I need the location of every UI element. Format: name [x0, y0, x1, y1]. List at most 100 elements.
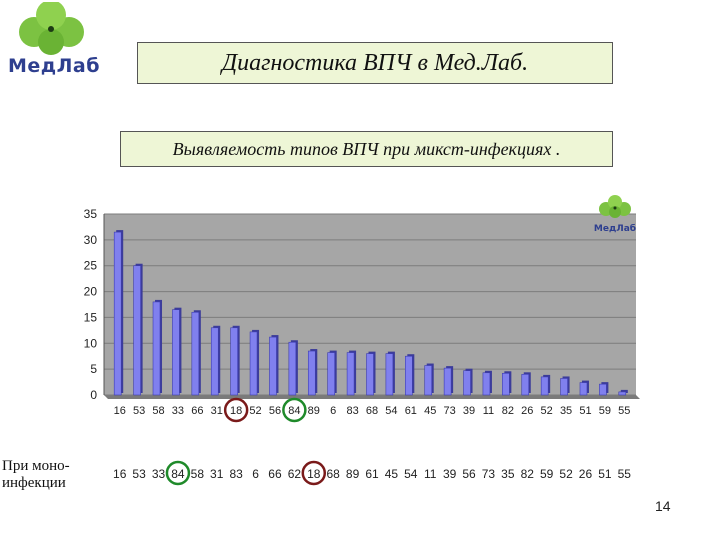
highlight-circle	[223, 397, 249, 423]
mono-value: 18	[307, 467, 321, 481]
bar	[191, 311, 200, 396]
bar	[599, 383, 607, 396]
x-tick-label: 89	[308, 405, 320, 417]
y-tick-label: 20	[84, 285, 98, 299]
x-tick-label: 51	[579, 405, 591, 417]
x-tick-label: 83	[346, 405, 358, 417]
mono-value: 56	[462, 467, 476, 481]
mono-value: 58	[191, 467, 205, 481]
bar	[463, 370, 471, 396]
bar	[210, 327, 219, 396]
bar	[579, 382, 588, 396]
highlight-circle	[301, 460, 327, 486]
bar	[269, 336, 277, 396]
x-tick-label: 39	[463, 405, 475, 417]
medlab-logo	[19, 2, 84, 55]
mono-value: 16	[113, 467, 127, 481]
mono-value: 68	[327, 467, 341, 481]
x-tick-label: 33	[172, 405, 184, 417]
mono-value: 61	[365, 467, 379, 481]
x-tick-label: 58	[152, 405, 164, 417]
y-tick-label: 30	[84, 233, 98, 247]
mono-value: 59	[540, 467, 554, 481]
y-tick-label: 25	[84, 259, 98, 273]
x-tick-label: 82	[502, 405, 514, 417]
logo-text: МедЛаб	[8, 55, 101, 77]
bar	[230, 327, 238, 396]
highlight-circle	[165, 460, 191, 486]
y-tick-label: 15	[84, 310, 98, 324]
mono-value: 55	[618, 467, 632, 481]
mono-value: 73	[482, 467, 496, 481]
bar	[288, 341, 297, 396]
mono-infection-label: При моно-инфекции	[2, 458, 70, 491]
bar	[443, 367, 452, 396]
x-tick-label: 53	[133, 405, 145, 417]
page-title: Диагностика ВПЧ в Мед.Лаб.	[137, 42, 613, 84]
bar	[482, 372, 491, 396]
mono-value: 51	[598, 467, 612, 481]
bar	[113, 231, 122, 396]
bar	[346, 352, 355, 396]
bar	[366, 353, 374, 396]
y-tick-label: 0	[90, 388, 97, 402]
x-tick-label: 56	[269, 405, 281, 417]
clover-icon	[19, 2, 84, 55]
x-tick-label: 73	[444, 405, 456, 417]
bar	[152, 301, 161, 396]
bar	[560, 378, 568, 396]
bar	[424, 365, 433, 396]
mono-value: 39	[443, 467, 457, 481]
mono-value: 31	[210, 467, 224, 481]
mono-value: 45	[385, 467, 399, 481]
bar	[502, 372, 510, 396]
x-tick-label: 55	[618, 405, 630, 417]
bar	[618, 391, 627, 396]
bar	[307, 350, 316, 396]
bar	[385, 353, 394, 396]
x-tick-label: 16	[114, 405, 126, 417]
page-number: 14	[655, 498, 671, 514]
small-logo-text: МедЛаб	[594, 223, 636, 234]
mono-value: 52	[559, 467, 573, 481]
mono-value: 66	[268, 467, 282, 481]
mono-value: 82	[521, 467, 535, 481]
mono-value: 33	[152, 467, 166, 481]
chart-subtitle: Выявляемость типов ВПЧ при микст-инфекци…	[120, 131, 613, 167]
x-tick-label: 61	[405, 405, 417, 417]
mono-value: 83	[229, 467, 243, 481]
bar-depth	[620, 389, 628, 393]
x-tick-label: 11	[483, 405, 494, 417]
x-tick-label: 26	[521, 405, 533, 417]
mono-value: 53	[132, 467, 146, 481]
mono-value: 54	[404, 467, 418, 481]
bar	[405, 355, 413, 396]
mono-value: 35	[501, 467, 515, 481]
highlight-circle	[282, 397, 307, 423]
y-tick-label: 10	[84, 336, 98, 350]
bar	[249, 331, 258, 396]
x-tick-label: 84	[288, 405, 300, 417]
bar	[540, 376, 549, 396]
x-tick-label: 31	[211, 405, 223, 417]
x-tick-label: 54	[385, 405, 397, 417]
small-logo: МедЛаб	[594, 195, 636, 234]
x-tick-label: 59	[599, 405, 611, 417]
x-tick-label: 66	[191, 405, 203, 417]
x-tick-label: 18	[230, 405, 242, 417]
bar	[133, 265, 141, 396]
mono-value: 62	[288, 467, 302, 481]
x-tick-label: 52	[249, 405, 261, 417]
x-tick-label: 35	[560, 405, 572, 417]
mono-value: 11	[424, 467, 437, 481]
y-tick-label: 5	[90, 362, 97, 376]
x-tick-label: 6	[330, 405, 336, 417]
mono-value: 6	[252, 467, 259, 481]
x-tick-label: 68	[366, 405, 378, 417]
mono-value: 84	[171, 467, 185, 481]
mono-value: 89	[346, 467, 360, 481]
y-tick-label: 35	[84, 207, 98, 221]
bar	[172, 309, 180, 396]
bar	[327, 352, 335, 396]
